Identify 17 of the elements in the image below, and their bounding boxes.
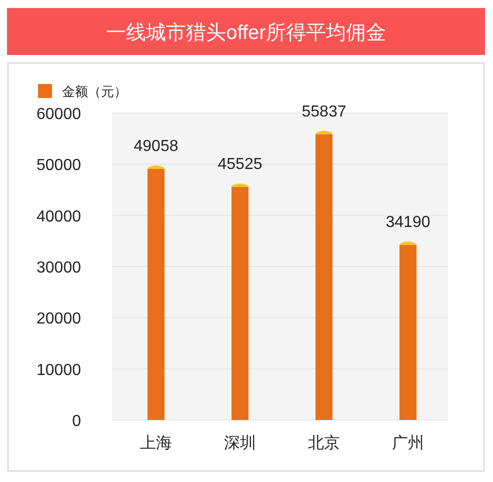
y-tick-label: 50000 [36, 157, 82, 174]
data-label: 49058 [134, 138, 178, 155]
data-label: 45525 [218, 156, 262, 174]
y-tick-label: 10000 [36, 362, 82, 379]
legend-label: 金额（元） [62, 84, 127, 99]
y-tick-label: 20000 [36, 310, 82, 328]
x-tick-label: 上海 [140, 434, 172, 452]
y-tick-label: 60000 [36, 106, 82, 123]
y-tick-label: 0 [72, 413, 82, 430]
y-tick-label: 30000 [36, 260, 82, 276]
x-tick-label: 北京 [308, 434, 340, 452]
x-tick-label: 广州 [392, 434, 424, 452]
data-label: 34190 [386, 214, 430, 232]
chart-title: 一线城市猎头offer所得平均佣金 [106, 22, 386, 44]
x-tick-label: 深圳 [224, 434, 256, 452]
y-tick-label: 40000 [36, 208, 82, 226]
data-label: 55837 [302, 103, 346, 120]
